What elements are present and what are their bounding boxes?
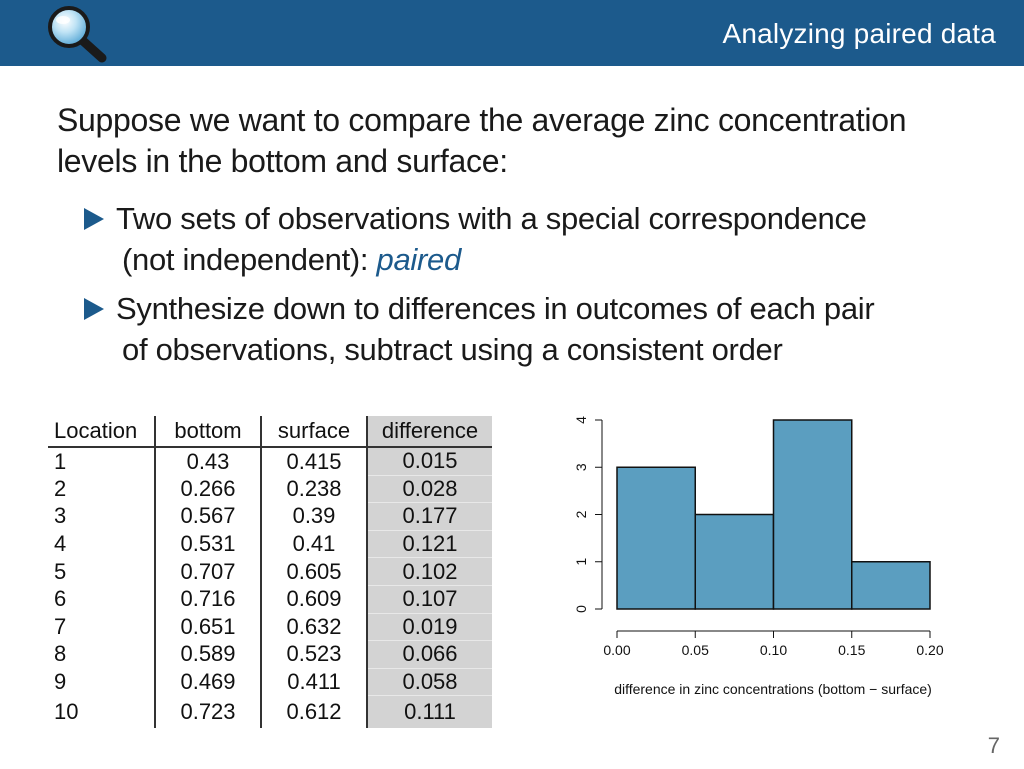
table-cell: 0.632: [260, 613, 367, 641]
table-cell: 0.121: [366, 529, 492, 558]
table-cell: 0.028: [366, 474, 492, 503]
x-tick-label: 0.00: [603, 642, 630, 658]
table-row: 3 0.567 0.39 0.177: [48, 502, 492, 531]
y-tick-label: 1: [573, 558, 589, 566]
table-row: 1 0.43 0.415 0.015: [48, 446, 492, 476]
table-cell: 0.567: [154, 502, 261, 531]
table-cell: 0.609: [260, 585, 367, 614]
table-cell: 0.415: [260, 447, 367, 476]
x-axis-label: difference in zinc concentrations (botto…: [614, 681, 932, 697]
table-cell: 10: [54, 699, 79, 725]
table-cell: 0.058: [366, 667, 492, 696]
table-cell: 0.102: [366, 557, 492, 586]
column-header: difference: [366, 416, 492, 448]
table-cell: 6: [54, 586, 67, 612]
table-row: 10 0.723 0.612 0.111: [48, 695, 492, 729]
y-tick-label: 0: [573, 605, 589, 613]
bullet-line1: Two sets of observations with a special …: [116, 201, 867, 236]
table-cell: 0.066: [366, 640, 492, 669]
x-tick-label: 0.15: [838, 642, 865, 658]
table-cell: 8: [54, 641, 67, 667]
triangle-bullet-icon: [84, 298, 104, 320]
data-table: Location bottom surface difference 1 0.43…: [48, 416, 492, 729]
table-cell: 2: [54, 475, 67, 501]
bullet-line1: Synthesize down to differences in outcom…: [116, 291, 875, 326]
table-cell: 4: [54, 531, 67, 557]
table-cell: 5: [54, 558, 67, 584]
data-table-container: Location bottom surface difference 1 0.43…: [48, 416, 492, 729]
table-cell: 0.612: [260, 695, 367, 729]
histogram-bar: [772, 419, 853, 610]
table-row: 4 0.531 0.41 0.121: [48, 529, 492, 558]
y-tick-label: 4: [573, 416, 589, 424]
bullet-item: Two sets of observations with a special …: [84, 198, 984, 280]
column-header: bottom: [154, 416, 261, 448]
slide-title: Analyzing paired data: [722, 18, 996, 49]
table-header-row: Location bottom surface difference: [48, 416, 492, 448]
table-cell: 0.531: [154, 530, 261, 558]
table-cell: 0.41: [260, 530, 367, 558]
table-cell: 0.266: [154, 475, 261, 503]
table-row: 6 0.716 0.609 0.107: [48, 584, 492, 614]
table-cell: 9: [54, 669, 67, 695]
table-cell: 0.015: [366, 446, 492, 476]
table-cell: 0.019: [366, 612, 492, 641]
header-bar: Analyzing paired data: [0, 0, 1024, 66]
table-row: 2 0.266 0.238 0.028: [48, 474, 492, 503]
column-header: surface: [260, 416, 367, 448]
x-tick-label: 0.10: [760, 642, 787, 658]
table-cell: 0.411: [260, 668, 367, 696]
table-cell: 0.238: [260, 475, 367, 503]
bullet-line2: (not independent): paired: [116, 239, 984, 280]
bullet-item: Synthesize down to differences in outcom…: [84, 288, 984, 370]
y-tick-label: 3: [573, 463, 589, 471]
bullet-line2: of observations, subtract using a consis…: [122, 332, 783, 367]
table-cell: 3: [54, 503, 67, 529]
table-cell: 0.469: [154, 668, 261, 696]
histogram-bar: [851, 561, 931, 610]
y-tick-label: 2: [573, 510, 589, 518]
table-row: 8 0.589 0.523 0.066: [48, 640, 492, 669]
triangle-bullet-icon: [84, 208, 104, 230]
page-number: 7: [987, 733, 1000, 758]
table-cell: 0.523: [260, 640, 367, 669]
histogram-chart: 0 1 2 3 4 0.00 0.05 0.10 0.15 0.20 difference in z…: [560, 405, 960, 705]
histogram-bar: [694, 513, 775, 610]
table-row: 5 0.707 0.605 0.102: [48, 557, 492, 586]
bullet-line2-text: (not independent):: [122, 242, 377, 277]
table-cell: 0.111: [366, 695, 492, 729]
table-cell: 0.723: [154, 695, 261, 729]
table-cell: 1: [54, 448, 67, 474]
table-cell: 0.39: [260, 502, 367, 531]
table-cell: 0.651: [154, 613, 261, 641]
table-cell: 0.605: [260, 557, 367, 586]
column-header: Location: [48, 416, 155, 448]
table-cell: 0.589: [154, 640, 261, 669]
table-cell: 7: [54, 613, 67, 639]
table-row: 7 0.651 0.632 0.019: [48, 612, 492, 641]
x-tick-label: 0.20: [916, 642, 943, 658]
intro-text: Suppose we want to compare the average z…: [57, 102, 907, 179]
table-cell: 0.43: [154, 447, 261, 476]
table-body: 1 0.43 0.415 0.015 2 0.266 0.238 0.028 3 0.567 0.3…: [48, 446, 492, 729]
magnifier-icon: [48, 6, 107, 63]
table-row: 9 0.469 0.411 0.058: [48, 667, 492, 696]
table-cell: 0.716: [154, 585, 261, 614]
table-cell: 0.707: [154, 557, 261, 586]
table-cell: 0.107: [366, 584, 492, 614]
emphasis-text: paired: [376, 242, 462, 277]
x-tick-label: 0.05: [682, 642, 709, 658]
table-cell: 0.177: [366, 502, 492, 531]
histogram-svg: 0 1 2 3 4 0.00 0.05 0.10 0.15 0.20 difference in z…: [573, 416, 944, 697]
histogram-bar: [616, 466, 696, 610]
bullet-list: Two sets of observations with a special …: [84, 198, 984, 378]
